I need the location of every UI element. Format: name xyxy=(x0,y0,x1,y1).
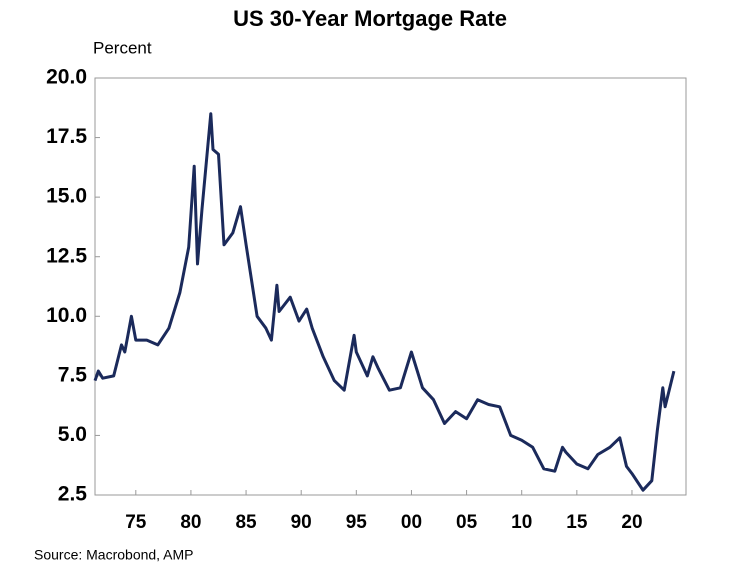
x-tick-label: 10 xyxy=(511,512,532,533)
y-tick-label: 17.5 xyxy=(46,125,87,148)
x-tick-label: 85 xyxy=(235,512,257,533)
x-tick-label: 95 xyxy=(346,512,368,533)
x-tick-label: 90 xyxy=(291,512,312,533)
data-line xyxy=(93,112,676,492)
y-tick-label: 12.5 xyxy=(46,244,87,267)
y-tick-label: 15.0 xyxy=(46,185,87,208)
x-tick-label: 15 xyxy=(566,512,588,533)
x-tick-label: 00 xyxy=(401,512,422,533)
y-axis-label: Percent xyxy=(93,38,152,57)
x-tick-label: 05 xyxy=(456,512,478,533)
plot-frame xyxy=(94,77,687,496)
y-tick-label: 10.0 xyxy=(46,304,87,327)
y-tick-label: 7.5 xyxy=(58,363,88,386)
source-note: Source: Macrobond, AMP xyxy=(34,547,194,563)
x-tick-label: 80 xyxy=(180,512,201,533)
x-tick-label: 20 xyxy=(621,512,642,533)
x-tick-label: 75 xyxy=(125,512,147,533)
y-tick-label: 2.5 xyxy=(58,483,88,506)
y-tick-label: 5.0 xyxy=(58,423,87,446)
chart-title: US 30-Year Mortgage Rate xyxy=(233,6,507,31)
y-tick-label: 20.0 xyxy=(46,66,87,89)
